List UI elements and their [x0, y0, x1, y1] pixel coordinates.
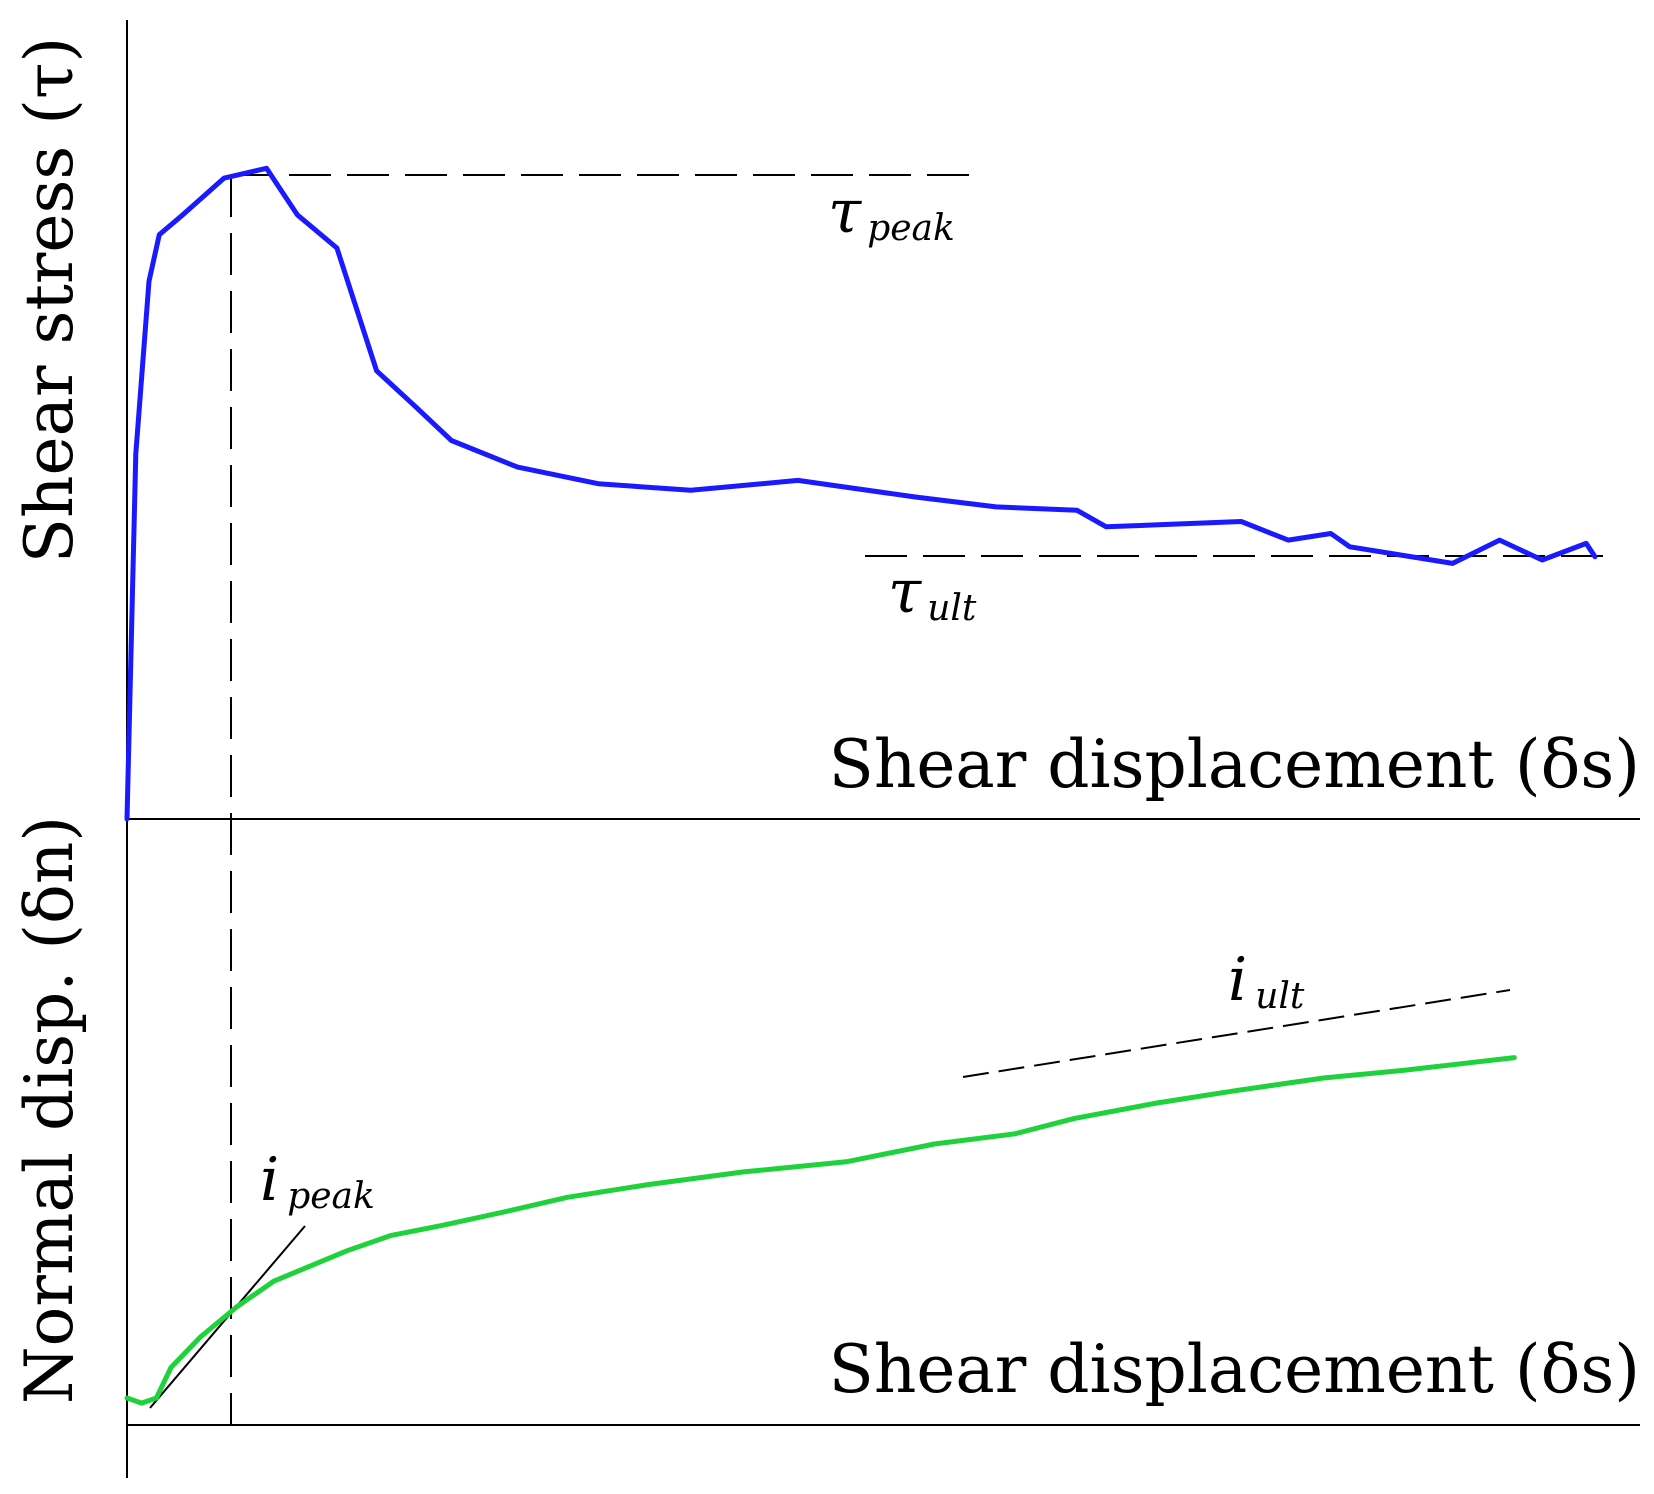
bottom-y-axis-label: Normal disp. (δn) [11, 816, 88, 1404]
tau-peak-symbol: τ [828, 177, 862, 247]
tau-ult-symbol: τ [888, 557, 922, 627]
normal-displacement-curve [124, 1055, 1517, 1406]
i-ult-label: i ult [1228, 945, 1305, 1017]
shear-stress-curve [124, 165, 1598, 822]
tau-ult-subscript: ult [927, 588, 977, 629]
tau-peak-subscript: peak [867, 208, 955, 249]
top-y-axis-label: Shear stress (τ) [11, 37, 88, 563]
i-ult-subscript: ult [1255, 976, 1305, 1017]
tau-ult-label: τ ult [888, 557, 977, 629]
top-x-axis-label: Shear displacement (δs) [829, 726, 1640, 803]
bottom-x-axis-label: Shear displacement (δs) [829, 1331, 1640, 1408]
i-peak-symbol: i [260, 1145, 279, 1215]
i-peak-label: i peak [260, 1145, 375, 1217]
i-ult-symbol: i [1228, 945, 1247, 1015]
i-peak-subscript: peak [287, 1176, 375, 1217]
tau-peak-label: τ peak [828, 177, 955, 249]
i-ult-tangent-line [962, 989, 1511, 1078]
